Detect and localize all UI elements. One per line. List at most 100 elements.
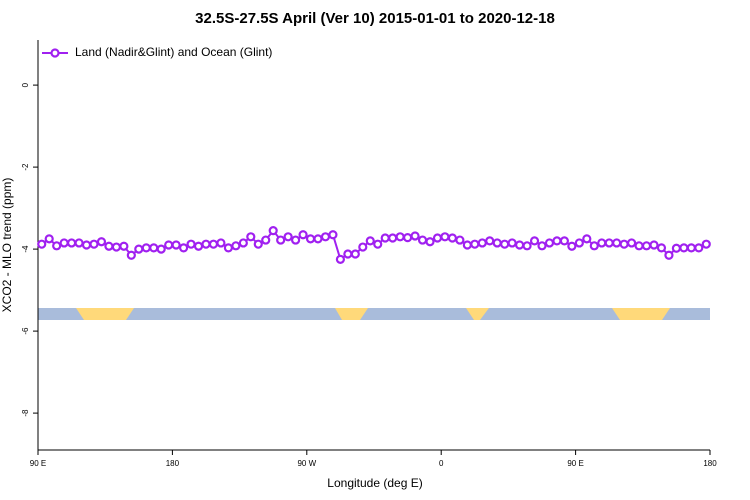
point: [634, 241, 644, 251]
x-tick-label: 90 W: [297, 459, 316, 468]
point: [619, 239, 629, 249]
point: [492, 238, 502, 248]
surface-band: [38, 308, 710, 320]
point: [432, 233, 443, 243]
point: [373, 239, 383, 249]
point: [470, 239, 480, 249]
point: [612, 238, 622, 248]
point: [179, 243, 189, 253]
land-band: [76, 308, 134, 320]
point: [626, 238, 637, 248]
point: [455, 235, 465, 245]
x-tick-label: 180: [703, 459, 717, 468]
point: [462, 240, 472, 250]
point: [500, 239, 510, 249]
point: [358, 242, 368, 252]
point: [589, 241, 599, 251]
point: [283, 232, 293, 242]
point: [328, 230, 338, 240]
point: [89, 239, 99, 249]
point: [305, 234, 316, 244]
point: [149, 243, 159, 253]
point: [604, 238, 614, 248]
point: [59, 238, 69, 248]
point: [477, 238, 487, 248]
point: [679, 243, 689, 253]
point: [238, 238, 248, 248]
x-axis-label: Longitude (deg E): [327, 476, 422, 490]
point: [380, 233, 390, 243]
point: [440, 232, 450, 242]
point: [522, 241, 532, 251]
land-band: [466, 308, 489, 320]
x-tick-label: 0: [439, 459, 444, 468]
point: [447, 233, 457, 243]
point: [417, 235, 428, 245]
point: [388, 233, 398, 243]
point: [96, 237, 107, 247]
point: [276, 235, 286, 245]
legend-label: Land (Nadir&Glint) and Ocean (Glint): [75, 45, 272, 59]
point: [74, 238, 84, 248]
x-tick-label: 180: [166, 459, 180, 468]
land-band: [612, 308, 670, 320]
point: [507, 238, 517, 248]
point: [298, 230, 308, 240]
point: [537, 241, 547, 251]
point: [81, 240, 92, 250]
point: [641, 241, 652, 251]
point: [126, 250, 136, 260]
point: [343, 249, 353, 259]
y-tick-label: 0: [21, 82, 30, 87]
point: [231, 241, 241, 251]
point: [582, 234, 592, 244]
point: [694, 243, 704, 253]
point: [313, 234, 323, 244]
point: [246, 232, 256, 242]
y-tick-label: -4: [21, 245, 30, 253]
point: [134, 244, 144, 254]
point: [701, 239, 711, 249]
point: [171, 240, 181, 250]
y-tick-label: -8: [21, 409, 30, 417]
point: [403, 233, 413, 243]
point: [320, 232, 331, 242]
point: [574, 238, 584, 248]
point: [111, 242, 122, 252]
point: [261, 235, 271, 245]
x-tick-label: 90 E: [30, 459, 46, 468]
y-tick-label: -6: [21, 327, 30, 335]
point: [119, 241, 129, 251]
point: [485, 236, 495, 246]
point: [216, 238, 226, 248]
point: [552, 236, 562, 246]
point: [425, 237, 435, 247]
y-axis-label: XCO2 - MLO trend (ppm): [0, 178, 14, 313]
point: [671, 243, 682, 253]
point: [335, 254, 345, 264]
point: [164, 240, 174, 250]
point: [223, 243, 233, 253]
point: [253, 239, 263, 249]
point: [208, 239, 219, 249]
point: [567, 241, 577, 251]
y-tick-label: -2: [21, 163, 30, 171]
x-tick-label: 90 E: [567, 459, 583, 468]
point: [649, 240, 659, 250]
point: [37, 239, 47, 249]
point: [686, 243, 696, 253]
land-band: [335, 308, 368, 320]
point: [410, 231, 420, 241]
chart-title: 32.5S-27.5S April (Ver 10) 2015-01-01 to…: [195, 10, 555, 27]
point: [350, 249, 360, 259]
point: [559, 236, 570, 246]
point: [514, 240, 525, 250]
point: [597, 238, 607, 248]
point: [156, 244, 166, 254]
ocean-band: [38, 308, 710, 320]
point: [66, 238, 77, 248]
point: [44, 234, 54, 244]
point: [52, 241, 62, 251]
point: [193, 241, 204, 251]
